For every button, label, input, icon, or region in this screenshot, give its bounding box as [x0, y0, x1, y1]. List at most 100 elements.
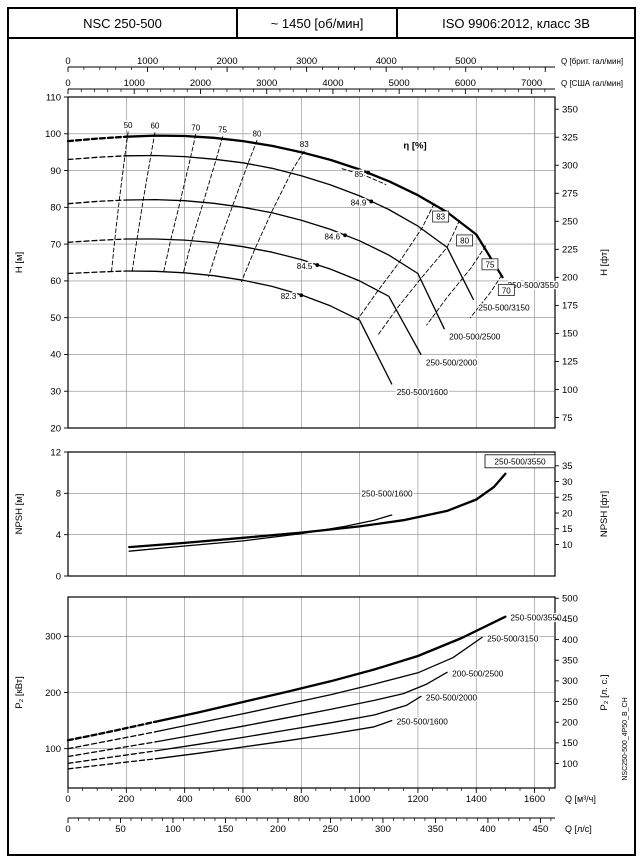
svg-text:50: 50 — [115, 824, 126, 835]
svg-text:83: 83 — [436, 213, 445, 222]
svg-text:150: 150 — [562, 738, 578, 749]
svg-text:2000: 2000 — [217, 56, 238, 67]
svg-text:3000: 3000 — [296, 56, 317, 67]
svg-text:200: 200 — [270, 824, 286, 835]
svg-text:175: 175 — [562, 301, 578, 312]
svg-text:325: 325 — [562, 133, 578, 144]
svg-text:125: 125 — [562, 357, 578, 368]
svg-text:3000: 3000 — [256, 78, 277, 89]
svg-text:50: 50 — [50, 313, 61, 324]
svg-text:40: 40 — [50, 350, 61, 361]
svg-text:350: 350 — [562, 105, 578, 116]
svg-text:100: 100 — [45, 744, 61, 755]
svg-text:250-500/3150: 250-500/3150 — [487, 633, 539, 643]
svg-text:250: 250 — [323, 824, 339, 835]
svg-text:NPSH [фт]: NPSH [фт] — [599, 491, 610, 537]
test-standard: ISO 9906:2012, класс 3В — [442, 15, 590, 31]
document-frame: NSC 250-500 ~ 1450 [об/мин] ISO 9906:201… — [7, 7, 636, 856]
svg-text:150: 150 — [218, 824, 234, 835]
svg-text:1000: 1000 — [349, 794, 370, 805]
svg-text:0: 0 — [65, 824, 70, 835]
npsh-chart: 250-500/3550250-500/16001284035302520151… — [14, 447, 610, 582]
svg-text:P₂ [л. с.]: P₂ [л. с.] — [599, 674, 610, 710]
svg-text:250-500/3550: 250-500/3550 — [510, 613, 562, 623]
svg-text:85: 85 — [354, 170, 363, 179]
svg-text:275: 275 — [562, 189, 578, 200]
svg-text:2000: 2000 — [190, 78, 211, 89]
svg-text:NPSH [м]: NPSH [м] — [14, 494, 25, 535]
svg-text:250: 250 — [562, 217, 578, 228]
svg-text:100: 100 — [165, 824, 181, 835]
svg-text:1400: 1400 — [466, 794, 487, 805]
svg-text:200: 200 — [562, 273, 578, 284]
svg-text:30: 30 — [562, 477, 573, 488]
svg-text:100: 100 — [562, 759, 578, 770]
svg-text:400: 400 — [177, 794, 193, 805]
svg-text:η [%]: η [%] — [403, 140, 426, 151]
svg-text:250-500/2000: 250-500/2000 — [426, 692, 478, 702]
svg-text:110: 110 — [46, 92, 61, 103]
svg-text:0: 0 — [65, 794, 70, 805]
svg-text:1000: 1000 — [137, 56, 158, 67]
svg-text:12: 12 — [50, 447, 61, 458]
svg-text:Q [м³/ч]: Q [м³/ч] — [565, 794, 596, 804]
svg-text:NSC250-500_4P50_B_CH: NSC250-500_4P50_B_CH — [622, 697, 629, 780]
svg-text:250-500/3150: 250-500/3150 — [478, 302, 530, 312]
svg-text:75: 75 — [486, 261, 495, 270]
svg-text:75: 75 — [218, 126, 227, 135]
head-chart: 250-500/3550 250-500/3150 200-500/2500 250-… — [14, 56, 623, 434]
svg-text:H [фт]: H [фт] — [599, 249, 610, 276]
svg-text:450: 450 — [562, 614, 578, 625]
pump-speed: ~ 1450 [об/мин] — [238, 9, 398, 37]
svg-text:200-500/2500: 200-500/2500 — [449, 332, 501, 342]
svg-text:60: 60 — [50, 276, 61, 287]
svg-text:0: 0 — [56, 571, 61, 582]
svg-text:6000: 6000 — [455, 78, 476, 89]
svg-text:Q [брит. гал/мин]: Q [брит. гал/мин] — [561, 57, 623, 66]
svg-text:300: 300 — [562, 676, 578, 687]
svg-text:84.6: 84.6 — [324, 232, 340, 241]
header-bar: NSC 250-500 ~ 1450 [об/мин] ISO 9906:201… — [9, 9, 634, 39]
svg-text:7000: 7000 — [521, 78, 542, 89]
svg-text:5000: 5000 — [389, 78, 410, 89]
svg-text:84.9: 84.9 — [351, 198, 367, 207]
svg-text:25: 25 — [562, 493, 573, 504]
svg-text:300: 300 — [375, 824, 391, 835]
svg-text:225: 225 — [562, 245, 578, 256]
svg-text:150: 150 — [562, 329, 578, 340]
svg-text:60: 60 — [150, 122, 159, 131]
svg-text:35: 35 — [562, 461, 573, 472]
svg-text:4000: 4000 — [322, 78, 343, 89]
svg-text:Q [л/с]: Q [л/с] — [565, 824, 592, 834]
svg-text:Q [США гал/мин]: Q [США гал/мин] — [561, 79, 623, 88]
svg-text:100: 100 — [562, 385, 578, 396]
svg-text:250-500/2000: 250-500/2000 — [426, 357, 478, 367]
svg-text:0: 0 — [65, 56, 70, 67]
svg-text:450: 450 — [532, 824, 548, 835]
svg-text:200-500/2500: 200-500/2500 — [452, 668, 504, 678]
svg-text:100: 100 — [45, 129, 61, 140]
performance-curves: 250-500/3550 250-500/3150 200-500/2500 250-… — [14, 56, 629, 835]
svg-text:8: 8 — [56, 489, 61, 500]
svg-text:350: 350 — [428, 824, 444, 835]
svg-text:83: 83 — [300, 140, 309, 149]
svg-text:300: 300 — [45, 632, 61, 643]
svg-text:400: 400 — [480, 824, 496, 835]
svg-text:82.3: 82.3 — [281, 292, 297, 301]
svg-text:90: 90 — [50, 166, 61, 177]
svg-text:84.5: 84.5 — [297, 262, 313, 271]
svg-text:1600: 1600 — [524, 794, 545, 805]
svg-text:250-500/1600: 250-500/1600 — [361, 488, 413, 498]
svg-text:350: 350 — [562, 656, 578, 667]
svg-text:250-500/1600: 250-500/1600 — [397, 387, 449, 397]
power-chart: 250-500/3550 250-500/3150 200-500/2500 250-… — [14, 594, 610, 835]
svg-text:200: 200 — [562, 718, 578, 729]
svg-text:500: 500 — [562, 594, 578, 605]
svg-text:4: 4 — [56, 530, 61, 541]
svg-text:80: 80 — [460, 237, 469, 246]
svg-text:200: 200 — [118, 794, 134, 805]
svg-text:300: 300 — [562, 161, 578, 172]
svg-text:250-500/1600: 250-500/1600 — [397, 717, 449, 727]
svg-text:600: 600 — [235, 794, 251, 805]
svg-text:20: 20 — [50, 423, 61, 434]
